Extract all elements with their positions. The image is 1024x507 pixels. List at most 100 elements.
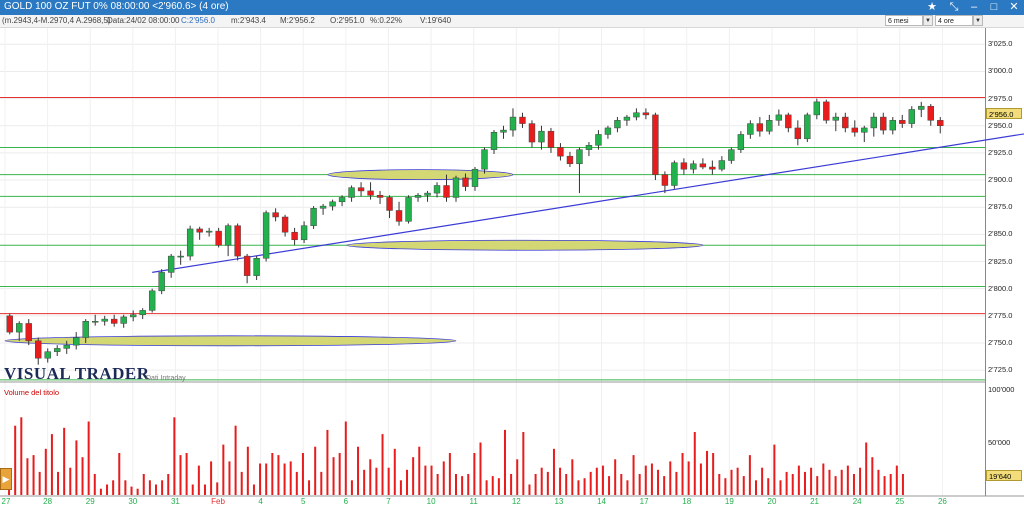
favorite-star-icon[interactable]: ★ <box>927 1 937 13</box>
candle-down <box>462 177 469 187</box>
volume-bar <box>785 471 788 495</box>
candle-up <box>633 112 640 118</box>
volume-bar <box>301 453 304 495</box>
visual-trader-logo: VISUAL TRADER <box>4 364 150 383</box>
highlight-zone <box>327 169 514 181</box>
candle-up <box>918 105 925 110</box>
volume-bar <box>608 476 611 495</box>
period-select[interactable]: 6 mesi <box>885 15 923 26</box>
time-tick-label: 21 <box>810 497 820 506</box>
candle-up <box>870 116 877 129</box>
price-axis[interactable] <box>985 28 1024 496</box>
volume-bar <box>173 417 176 495</box>
volume-bar <box>148 480 151 495</box>
volume-bar <box>669 461 672 495</box>
quote-info-bar: (m.2943,4-M.2970,4 A.2968,5) Data:24/02 … <box>0 15 1024 28</box>
volume-bar <box>289 461 292 495</box>
volume-bar <box>589 471 592 495</box>
scroll-right-icon[interactable]: ▶ <box>0 468 12 490</box>
candle-up <box>509 116 517 131</box>
volume-bar <box>718 474 721 495</box>
minimize-button[interactable]: – <box>970 1 978 13</box>
candle-up <box>101 318 108 322</box>
volume-bar <box>314 446 317 495</box>
candle-down <box>376 195 384 198</box>
price-tick-label: 3'025.0 <box>988 39 1013 49</box>
volume-bar <box>724 478 727 495</box>
candle-down <box>395 210 403 222</box>
maximize-button[interactable]: □ <box>990 1 998 13</box>
time-tick-label: 12 <box>511 497 521 506</box>
volume-bar <box>473 453 476 495</box>
price-tick-label: 2'850.0 <box>988 229 1013 239</box>
candlestick-series <box>6 98 944 365</box>
price-tick-label: 2'775.0 <box>988 310 1013 320</box>
time-tick-label: 10 <box>426 497 436 506</box>
candle-down <box>386 197 393 211</box>
max-value: M:2'956.2 <box>280 16 315 25</box>
price-tick-label: 2'800.0 <box>988 283 1013 293</box>
volume-bar <box>234 425 237 495</box>
candle-up <box>595 134 602 146</box>
volume-bar <box>81 457 84 495</box>
time-tick-label: 29 <box>85 497 95 506</box>
time-tick-label: 14 <box>597 497 606 506</box>
volume-bar <box>699 463 702 495</box>
grid-lines <box>0 28 985 495</box>
candle-up <box>310 208 317 226</box>
candle-down <box>785 114 792 129</box>
period-chevron-down-icon[interactable]: ▼ <box>923 15 933 26</box>
time-tick-label: 26 <box>937 497 947 506</box>
time-tick-label: 17 <box>639 497 649 506</box>
candle-down <box>110 318 118 324</box>
volume-bar <box>436 474 439 495</box>
volume-bar <box>259 463 262 495</box>
volume-bar <box>846 465 849 495</box>
candle-down <box>234 225 241 257</box>
min-value: m:2'943.4 <box>231 16 266 25</box>
volume-bar <box>485 480 488 495</box>
volume-bar <box>406 469 409 495</box>
interval-select[interactable]: 4 ore <box>935 15 973 26</box>
volume-bar <box>865 442 868 495</box>
volume-bar <box>522 432 525 495</box>
detach-window-icon[interactable]: ⤡ <box>949 1 959 13</box>
volume-bar <box>203 484 206 495</box>
volume-bar <box>142 474 145 495</box>
candle-up <box>585 145 593 150</box>
time-tick-label: Feb <box>211 497 225 506</box>
volume-bar <box>381 434 384 495</box>
candle-up <box>604 127 612 135</box>
time-tick-label: 6 <box>343 497 349 506</box>
candle-down <box>937 120 944 127</box>
volume-bar <box>246 446 249 495</box>
time-tick-label: 25 <box>895 497 905 506</box>
volume-bar <box>271 453 274 495</box>
volume-bar <box>742 476 745 495</box>
interval-chevron-down-icon[interactable]: ▼ <box>973 15 983 26</box>
candle-down <box>215 230 222 246</box>
candle-down <box>899 120 906 124</box>
price-tick-label: 2'825.0 <box>988 256 1013 266</box>
volume-bar <box>552 448 555 495</box>
time-tick-label: 4 <box>258 497 263 506</box>
candle-up <box>728 149 735 161</box>
candle-up <box>908 109 915 124</box>
candle-up <box>471 168 479 187</box>
candle-up <box>329 201 336 207</box>
candle-up <box>44 351 51 359</box>
price-tick-label: 3'000.0 <box>988 66 1013 76</box>
candle-up <box>262 212 270 259</box>
volume-bar <box>424 465 427 495</box>
volume-bar <box>693 432 696 495</box>
price-tick-label: 2'900.0 <box>988 175 1013 185</box>
time-tick-label: 28 <box>43 497 53 506</box>
volume-bar <box>393 448 396 495</box>
volume-bar <box>748 455 751 495</box>
volume-bar <box>124 480 127 495</box>
close-button[interactable]: ✕ <box>1009 1 1019 13</box>
volume-bar <box>571 459 574 495</box>
volume-bar <box>516 459 519 495</box>
volume-bar <box>179 455 182 495</box>
